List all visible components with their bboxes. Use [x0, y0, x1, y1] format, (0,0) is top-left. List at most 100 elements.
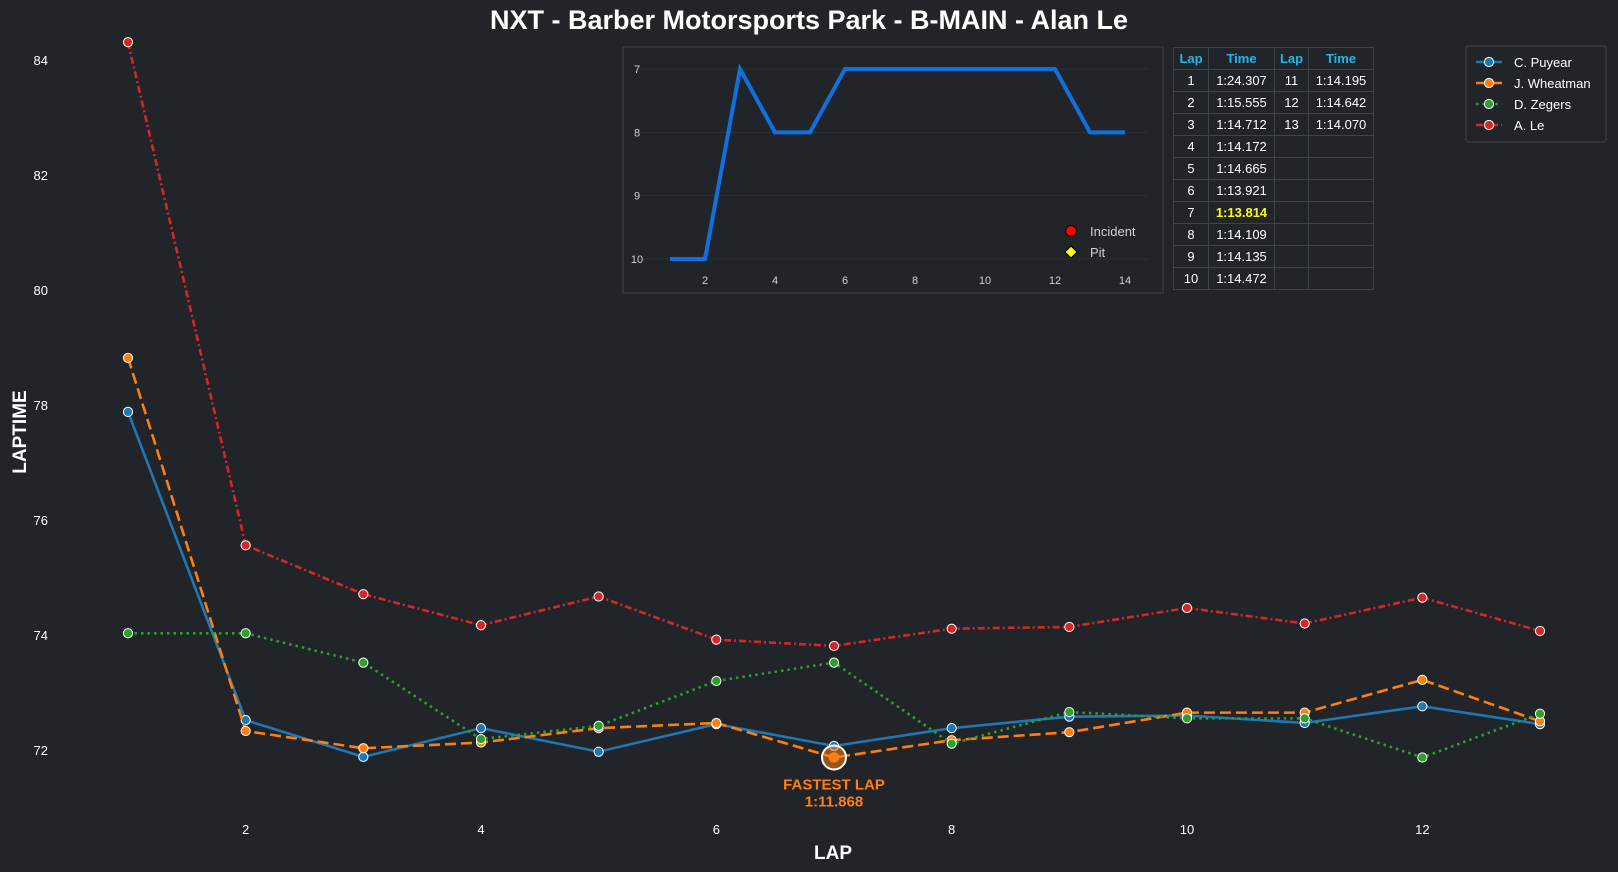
- table-row: 6 1:13.921: [1173, 179, 1374, 202]
- table-row: 9 1:14.135: [1173, 245, 1374, 268]
- data-point: [1417, 752, 1428, 763]
- x-tick-label: 6: [713, 822, 720, 837]
- series-a-le: [122, 37, 1546, 652]
- data-point: [122, 628, 134, 639]
- x-tick-label: 2: [242, 822, 249, 837]
- col-header-time-2: Time: [1308, 47, 1374, 70]
- lap-cell: 12: [1274, 91, 1309, 114]
- time-cell: [1308, 223, 1374, 246]
- data-point: [593, 720, 604, 731]
- inset-legend: Incident Pit: [1064, 224, 1136, 260]
- lap-cell: 6: [1173, 179, 1209, 202]
- inset-legend-label: Pit: [1090, 245, 1106, 260]
- time-cell: [1308, 201, 1374, 224]
- data-point: [593, 746, 604, 757]
- data-point: [122, 406, 134, 417]
- data-point: [1299, 618, 1310, 629]
- series-d-zegers: [122, 628, 1546, 763]
- fastest-lap-time: 1:11.868: [805, 793, 863, 810]
- legend-marker: [1483, 56, 1495, 68]
- time-cell: 1:14.712: [1208, 113, 1275, 136]
- data-point: [240, 715, 251, 726]
- data-point: [475, 723, 487, 734]
- time-cell: 1:13.814: [1208, 201, 1275, 224]
- fastest-lap-label: FASTEST LAP: [783, 776, 885, 793]
- time-cell: [1308, 179, 1374, 202]
- data-point: [240, 628, 251, 639]
- data-point: [828, 657, 840, 668]
- data-point: [1064, 706, 1075, 718]
- table-row: 1 1:24.307 11 1:14.195: [1173, 69, 1374, 92]
- legend-label: D. Zegers: [1514, 97, 1572, 112]
- time-cell: 1:14.472: [1208, 267, 1275, 290]
- data-point: [711, 675, 722, 687]
- time-cell: [1308, 267, 1374, 290]
- table-row: 4 1:14.172: [1173, 135, 1374, 158]
- data-point: [1181, 713, 1193, 724]
- time-cell: 1:14.642: [1308, 91, 1374, 114]
- lap-cell: 9: [1173, 245, 1209, 268]
- x-tick-label: 12: [1415, 822, 1429, 837]
- data-point: [358, 657, 369, 668]
- inset-x-tick: 6: [842, 275, 848, 287]
- data-point: [593, 591, 604, 602]
- pit-marker-icon: [1064, 245, 1078, 259]
- y-tick-label: 78: [34, 398, 48, 413]
- inset-position-line: [670, 63, 1125, 261]
- series-line: [126, 357, 1541, 759]
- legend-label: C. Puyear: [1514, 55, 1572, 70]
- y-tick-labels: 72 74 76 78 80 82 84: [34, 53, 48, 758]
- lap-cell: [1274, 201, 1309, 224]
- time-cell: 1:24.307: [1208, 69, 1275, 92]
- inset-x-tick: 14: [1119, 275, 1131, 287]
- series-j-wheatman: [122, 352, 1546, 763]
- x-tick-label: 10: [1180, 822, 1194, 837]
- lap-cell: [1274, 179, 1309, 202]
- x-tick-label: 4: [477, 822, 484, 837]
- inset-x-tick-labels: 2 4 6 8 10 12 14: [702, 275, 1131, 287]
- data-point: [828, 640, 840, 652]
- x-axis-label: LAP: [814, 843, 852, 864]
- fastest-lap-dot: [829, 752, 839, 763]
- data-point: [1534, 708, 1546, 719]
- data-point: [1417, 592, 1428, 603]
- lap-cell: 7: [1173, 201, 1209, 224]
- lap-cell: 2: [1173, 91, 1209, 114]
- table-row: 2 1:15.555 12 1:14.642: [1173, 91, 1374, 114]
- y-tick-label: 76: [34, 513, 48, 528]
- legend-label: A. Le: [1514, 118, 1544, 133]
- y-tick-label: 82: [34, 168, 48, 183]
- data-point: [475, 733, 487, 745]
- legend-frame: [1465, 45, 1607, 143]
- data-point: [1064, 621, 1075, 633]
- lap-cell: [1274, 245, 1309, 268]
- position-inset-chart: 2 4 6 8 10 12 14 7 8 9 10 Incident Pit: [622, 46, 1164, 294]
- lap-cell: 1: [1173, 69, 1209, 92]
- inset-x-tick: 4: [772, 275, 778, 287]
- inset-y-tick: 9: [634, 191, 640, 203]
- table-header-row: Lap Time Lap Time: [1173, 47, 1374, 70]
- inset-x-tick: 12: [1049, 275, 1061, 287]
- legend-label: J. Wheatman: [1514, 76, 1591, 91]
- lap-cell: 3: [1173, 113, 1209, 136]
- legend-marker: [1483, 77, 1495, 89]
- lap-cell: [1274, 135, 1309, 158]
- data-point: [358, 743, 369, 754]
- lap-cell: 8: [1173, 223, 1209, 246]
- table-row: 3 1:14.712 13 1:14.070: [1173, 113, 1374, 136]
- data-point: [475, 620, 487, 631]
- lap-cell: 10: [1173, 267, 1209, 290]
- inset-y-tick: 8: [634, 127, 640, 139]
- inset-x-tick: 10: [979, 275, 991, 287]
- data-point: [358, 751, 369, 763]
- time-cell: [1308, 135, 1374, 158]
- data-point: [946, 623, 957, 634]
- lap-cell: 13: [1274, 113, 1309, 136]
- time-cell: 1:14.135: [1208, 245, 1275, 268]
- inset-legend-label: Incident: [1090, 224, 1136, 239]
- fastest-lap-annotation: FASTEST LAP 1:11.868: [783, 744, 885, 810]
- lap-cell: 11: [1274, 69, 1309, 92]
- data-point: [1299, 713, 1310, 724]
- time-cell: 1:14.665: [1208, 157, 1275, 180]
